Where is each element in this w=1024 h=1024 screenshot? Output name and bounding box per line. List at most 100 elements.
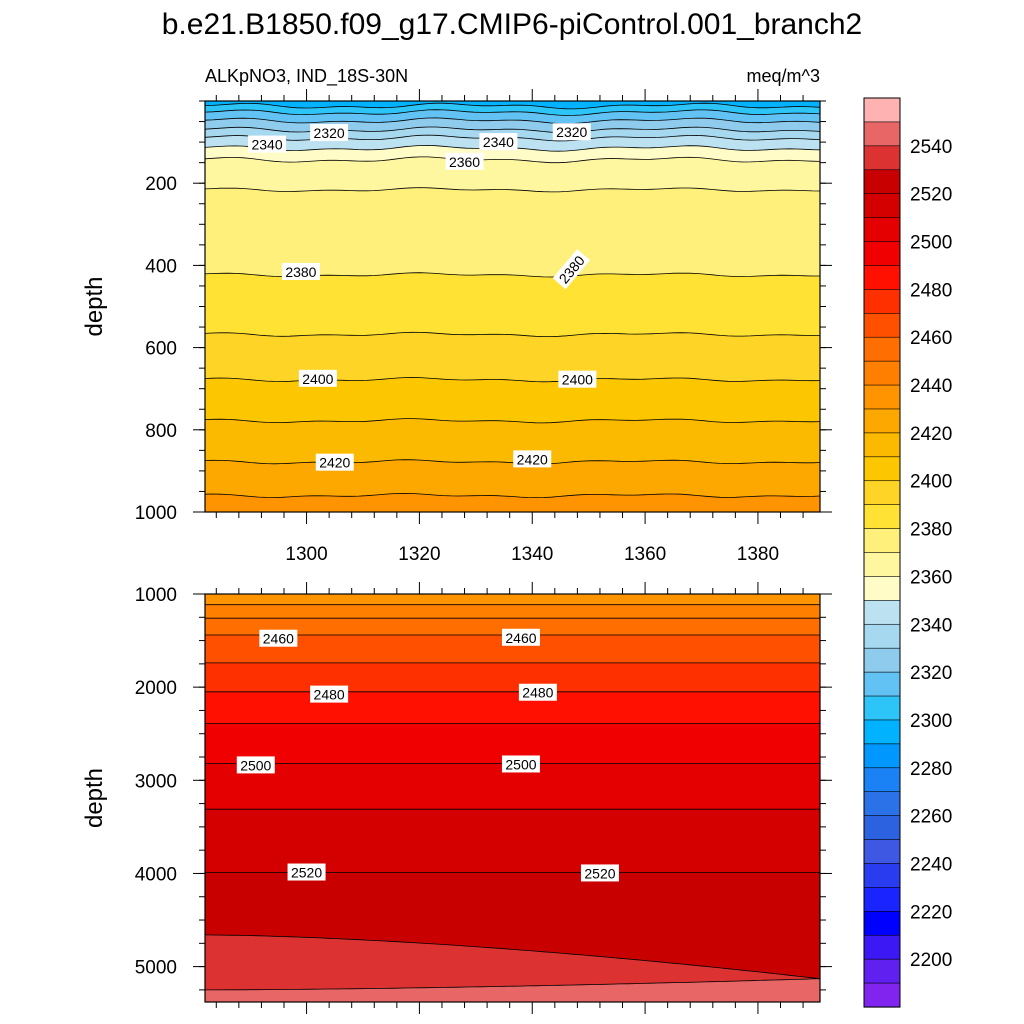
y-tick-label: 3000 [135, 771, 177, 792]
colorbar-box [863, 217, 901, 243]
colorbar-box [863, 408, 901, 434]
contour-label: 2520 [580, 864, 619, 882]
contour-label: 2480 [310, 685, 349, 703]
contour-label-text: 2520 [291, 865, 322, 881]
colorbar-box [863, 145, 901, 171]
x-tick-label: 1320 [398, 544, 440, 565]
contour-label-text: 2400 [302, 371, 333, 387]
contour-label: 2360 [445, 152, 484, 170]
colorbar-box [863, 576, 901, 601]
colorbar-frame [863, 97, 901, 1008]
contour-label-text: 2460 [263, 631, 294, 647]
contour-label: 2320 [310, 124, 349, 142]
y-tick-label: 2000 [135, 678, 177, 699]
colorbar-box [863, 887, 901, 912]
contour-label: 2500 [501, 755, 540, 773]
colorbar-label: 2220 [910, 902, 952, 923]
colorbar: 2540 2520 2500 2480 2460 2440 2420 2400 2380 2360… [863, 97, 952, 1008]
contour-2410 [205, 418, 820, 424]
colorbar-box [863, 647, 901, 673]
colorbar-box [863, 312, 901, 338]
colorbar-box [863, 432, 901, 458]
contour-label-bg [281, 262, 320, 280]
colorbar-label: 2300 [910, 711, 952, 732]
contour-label: 2340 [248, 135, 287, 153]
colorbar-label: 2320 [910, 663, 952, 684]
y-tick-label: 800 [145, 421, 177, 442]
y-tick-label: 5000 [135, 958, 177, 979]
contour-label-bg [513, 450, 552, 468]
contour-label-bg [298, 369, 337, 387]
band-2430 [205, 493, 820, 512]
colorbar-label: 2500 [910, 233, 952, 254]
contour-label-bg [552, 123, 591, 141]
contour-label-text: 2420 [319, 455, 350, 471]
contour-2300 [205, 102, 820, 110]
colorbar-label: 2260 [910, 807, 952, 828]
y-tick-label: 200 [145, 174, 177, 195]
colorbar-box [863, 552, 901, 578]
contour-label: 2420 [315, 453, 354, 471]
contour-label-text: 2320 [556, 124, 587, 140]
contour-label-bg [248, 135, 287, 153]
contour-label-bg [236, 756, 275, 774]
plot-frame [204, 593, 821, 1003]
contour-label-text: 2480 [314, 687, 345, 703]
colorbar-box [863, 241, 901, 267]
contour-label-bg [310, 685, 349, 703]
y-tick-label: 400 [145, 256, 177, 277]
colorbar-box [863, 839, 901, 865]
x-tick-label: 1340 [511, 544, 553, 565]
colorbar-label: 2420 [910, 424, 952, 445]
colorbar-box [863, 982, 901, 1008]
contour-2540 [205, 978, 820, 991]
contour-label-bg [501, 755, 540, 773]
colorbar-label: 2200 [910, 950, 952, 971]
colorbar-label: 2440 [910, 376, 952, 397]
lower-panel: 2460 2460 2480 2480 2500 2500 2520 2520 1000 2000… [81, 582, 832, 1014]
colorbar-box [863, 528, 901, 554]
colorbar-box [863, 934, 901, 960]
contour-label-bg [310, 124, 349, 142]
colorbar-box [863, 671, 901, 697]
colorbar-label: 2340 [910, 615, 952, 636]
colorbar-box [863, 169, 901, 195]
contour-2420 [205, 459, 820, 465]
contour-label-text: 2500 [240, 757, 271, 773]
x-tick-label: 1360 [624, 544, 666, 565]
colorbar-label: 2240 [910, 854, 952, 875]
contour-2360 [205, 156, 820, 164]
contour-label: 2460 [501, 628, 540, 646]
contour-label-bg [518, 683, 557, 701]
colorbar-box [863, 504, 901, 530]
contour-label-bg [315, 453, 354, 471]
x-tick-label: 1300 [285, 544, 327, 565]
right-string: meq/m^3 [747, 66, 820, 86]
colorbar-box [863, 456, 901, 482]
colorbar-box [863, 600, 901, 625]
colorbar-box [863, 958, 901, 984]
contour-label-bg [287, 863, 326, 881]
y-tick-label: 1000 [135, 585, 177, 606]
contour-label: 2500 [236, 756, 275, 774]
contour-label-text: 2360 [449, 154, 480, 170]
contour-label-text: 2460 [505, 630, 536, 646]
contour-label-text: 2480 [522, 685, 553, 701]
contour-label-text: 2520 [584, 865, 615, 881]
y-tick-label: 4000 [135, 864, 177, 885]
contour-label: 2460 [259, 629, 298, 647]
colorbar-label: 2540 [910, 137, 952, 158]
contour-2330 [205, 126, 820, 134]
left-string: ALKpNO3, IND_18S-30N [205, 66, 408, 87]
colorbar-label: 2280 [910, 759, 952, 780]
contour-label-text: 2420 [517, 451, 548, 467]
contour-label: 2400 [298, 369, 337, 387]
colorbar-box [863, 480, 901, 506]
contour-2320 [205, 117, 820, 125]
contour-label-bg [501, 628, 540, 646]
contour-label-text: 2380 [285, 264, 316, 280]
contour-2370 [205, 187, 820, 193]
plot-area: 2460 2460 2480 2480 2500 2500 2520 2520 [205, 594, 820, 1002]
